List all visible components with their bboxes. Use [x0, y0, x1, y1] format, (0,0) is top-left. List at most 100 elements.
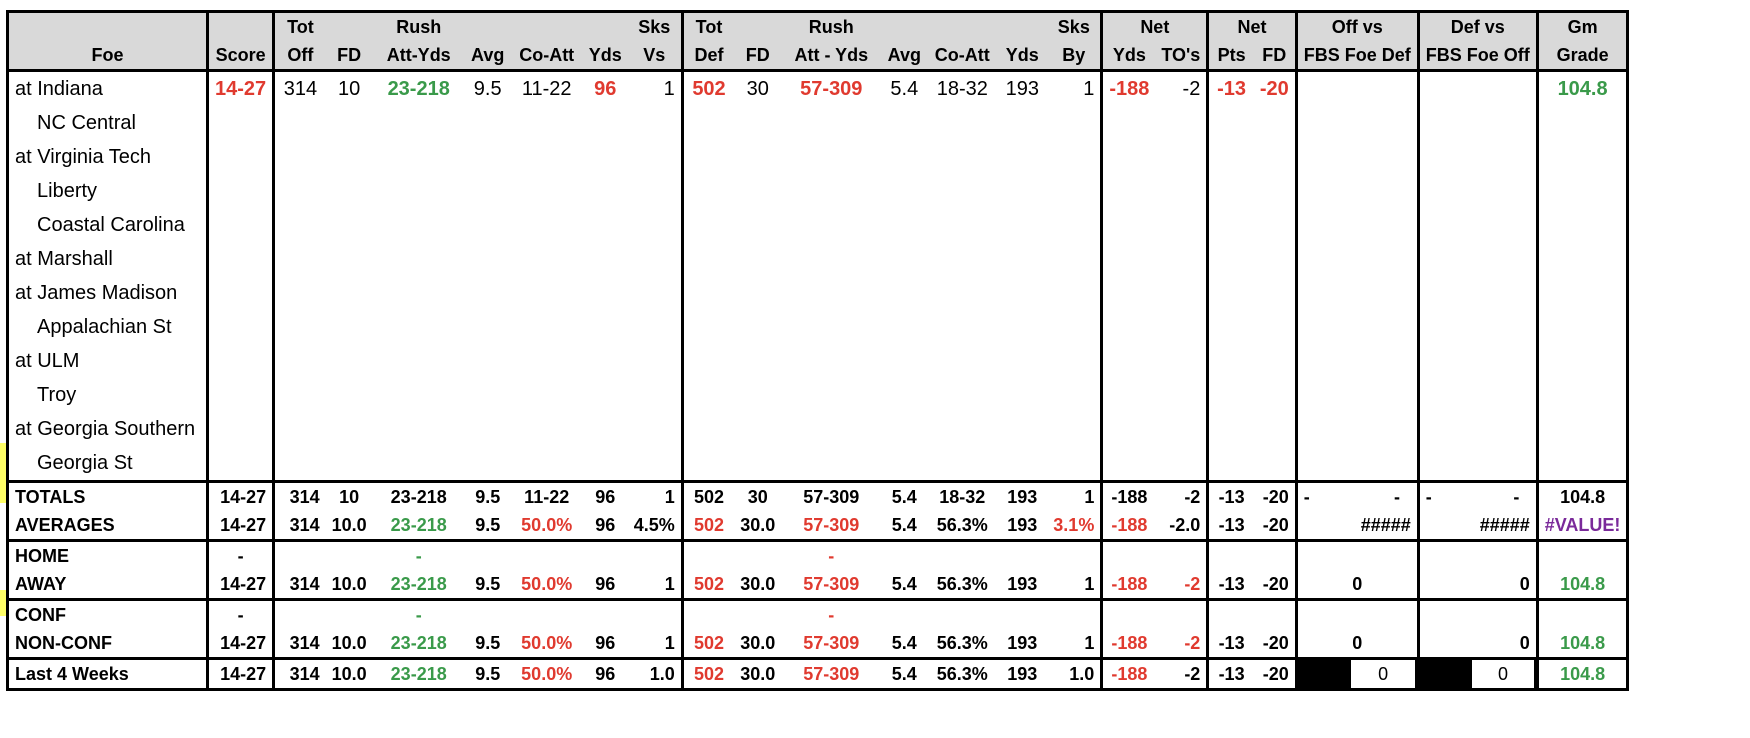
dfd-cell: 30.0 — [740, 515, 776, 535]
coatt-cell — [511, 310, 583, 344]
sks-vs-cell — [628, 106, 683, 140]
yds-cell — [583, 242, 628, 276]
score-cell — [205, 106, 274, 140]
header-cell: Co-Att — [510, 41, 583, 71]
score-cell: 14-27 — [205, 570, 274, 600]
rush-cell: - — [415, 546, 422, 566]
game-row: NC Central — [6, 106, 1628, 140]
row-highlight-marker — [0, 443, 6, 503]
sks-by-cell: 1 — [1084, 574, 1095, 594]
def-cell — [1416, 70, 1538, 106]
davg-cell — [881, 446, 927, 482]
stats-sheet: Tot Rush Sks Tot Rush Sks Net Net Off vs… — [6, 10, 1630, 691]
header-cell: FD — [1253, 41, 1297, 71]
dcoatt-cell — [927, 242, 997, 276]
grade-cell — [1535, 412, 1628, 446]
sks-vs-cell: 4.5% — [633, 515, 675, 535]
net-yds-cell — [1100, 242, 1156, 276]
net-yds-cell: -188 — [1100, 629, 1156, 659]
grade-cell — [1535, 140, 1628, 174]
tot-def-cell: 502 — [680, 570, 735, 600]
fd-cell — [326, 378, 373, 412]
dcoatt-cell — [927, 412, 997, 446]
rush-cell: 23-218 — [390, 487, 447, 507]
rush-cell — [373, 208, 465, 242]
davg-cell — [881, 310, 927, 344]
to-cell — [1155, 276, 1207, 310]
header-cell — [582, 11, 628, 41]
def-vs-b: - — [1513, 487, 1520, 507]
grade-cell — [1535, 208, 1628, 242]
net-pts-cell — [1206, 140, 1254, 174]
avg-cell — [465, 208, 511, 242]
drush-cell — [781, 242, 881, 276]
dfd-cell — [734, 242, 781, 276]
game-row: at ULM — [6, 344, 1628, 378]
grade-cell — [1535, 344, 1628, 378]
grade-cell — [1535, 310, 1628, 344]
dcoatt-cell — [927, 344, 997, 378]
sks-by-cell — [1047, 310, 1102, 344]
fd-cell — [326, 208, 373, 242]
avg-cell — [465, 446, 511, 482]
sks-by-cell: 3.1% — [1053, 515, 1095, 535]
last4-row: Last 4 Weeks 14-27 314 10.0 23-218 9.5 5… — [6, 658, 1628, 690]
sks-by-cell — [1047, 412, 1102, 446]
tot-off-cell — [272, 540, 326, 570]
sks-by-cell: 1 — [1084, 633, 1095, 653]
fd-cell: 10.0 — [331, 664, 367, 684]
header-cell: Yds — [582, 41, 628, 71]
grade-cell: 104.8 — [1535, 570, 1628, 600]
dfd-cell — [734, 412, 781, 446]
dfd-cell — [734, 344, 781, 378]
dfd-cell — [734, 378, 781, 412]
fd-cell — [326, 412, 373, 446]
game-row: at Indiana 14-27 314 10 23-218 9.5 11-22 96 1 502… — [6, 70, 1628, 106]
off-cell — [1294, 412, 1419, 446]
games-body: at Indiana 14-27 314 10 23-218 9.5 11-22 96 1 502… — [6, 70, 1628, 482]
sks-vs-cell — [628, 378, 683, 412]
off-cell — [1294, 310, 1419, 344]
fd-cell: 10.0 — [331, 574, 367, 594]
score-cell: 14-27 — [205, 70, 274, 106]
tot-def-cell: 502 — [680, 629, 735, 659]
coatt-cell: 11-22 — [524, 487, 570, 507]
def-vs-value: 0 — [1470, 660, 1536, 688]
tot-def-cell — [680, 242, 735, 276]
drush-cell: - — [828, 605, 835, 625]
rush-cell — [373, 140, 465, 174]
net-pts-cell — [1206, 412, 1254, 446]
def-cell — [1416, 378, 1538, 412]
header-cell: Foe — [6, 41, 208, 71]
net-yds-cell: -188 — [1100, 70, 1156, 106]
off-cell — [1294, 70, 1419, 106]
davg-cell — [881, 106, 927, 140]
drush-cell — [781, 378, 881, 412]
net-yds-cell — [1100, 208, 1156, 242]
dfd-cell: 30 — [747, 487, 768, 507]
drush-cell — [781, 106, 881, 140]
header-cell: Avg — [881, 41, 928, 71]
score-cell — [205, 208, 274, 242]
tot-off-cell: 314 — [272, 511, 326, 541]
yds-cell — [583, 140, 628, 174]
dyds-cell — [997, 242, 1047, 276]
game-row: Appalachian St — [6, 310, 1628, 344]
header-cell: Score — [205, 41, 274, 71]
coatt-cell — [511, 174, 583, 208]
dyds-cell: 193 — [1007, 574, 1038, 594]
conf-row: CONF - - - — [6, 599, 1628, 629]
grade-cell — [1535, 276, 1628, 310]
coatt-cell — [511, 242, 583, 276]
sks-vs-cell — [628, 208, 683, 242]
rush-cell — [373, 446, 465, 482]
tot-off-cell: 314 — [272, 570, 326, 600]
grade-cell — [1535, 378, 1628, 412]
dcoatt-cell — [927, 174, 997, 208]
rush-cell: - — [415, 605, 422, 625]
header-cell — [464, 11, 511, 41]
dcoatt-cell — [927, 208, 997, 242]
yds-cell — [583, 310, 628, 344]
fd-cell — [326, 344, 373, 378]
grade-cell — [1535, 174, 1628, 208]
